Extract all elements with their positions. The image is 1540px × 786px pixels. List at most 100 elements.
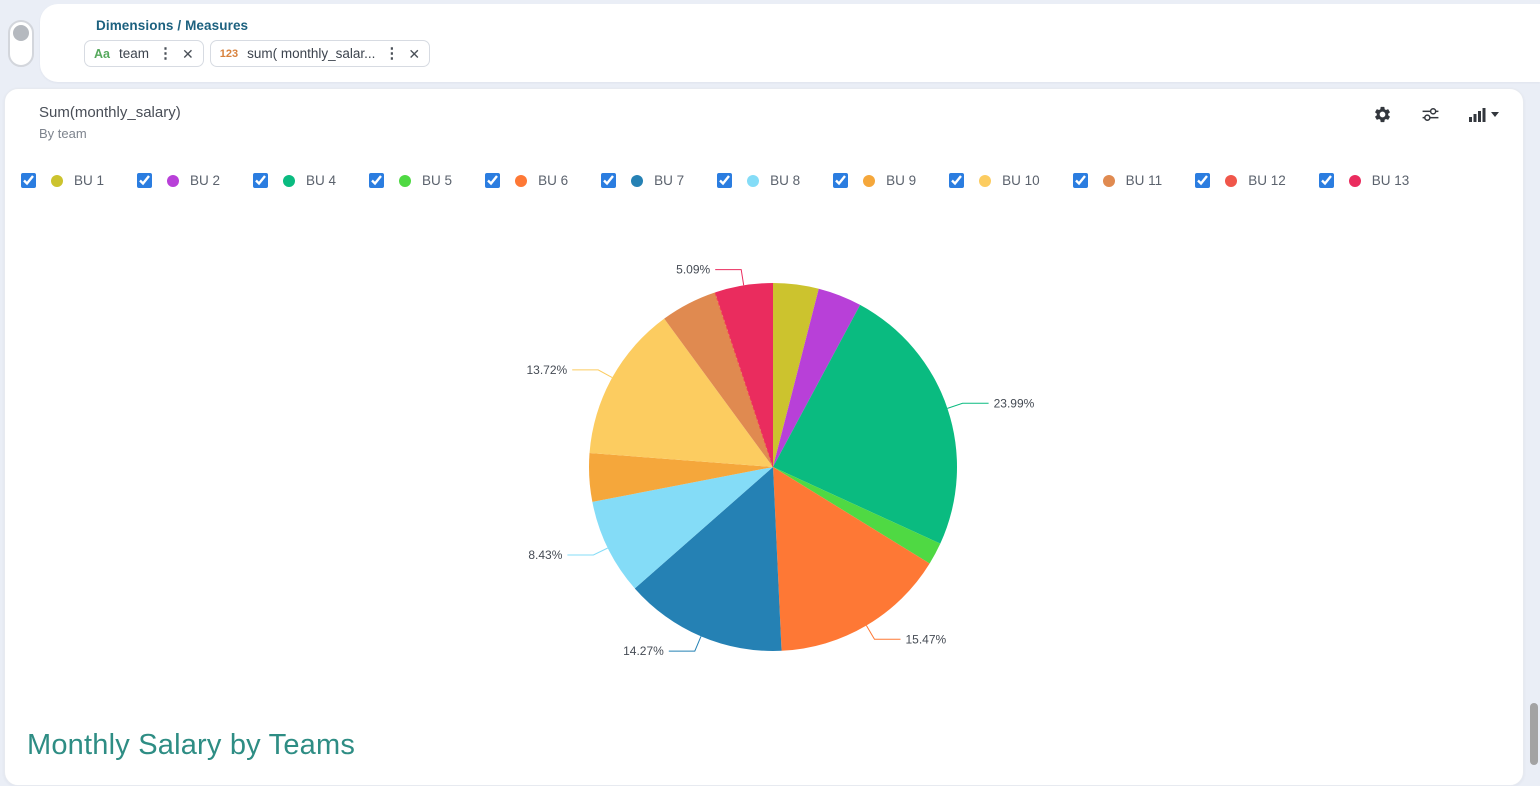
text-type-icon: Aa bbox=[94, 46, 110, 61]
pie-slice-bu-7[interactable] bbox=[634, 467, 782, 651]
field-chips-row: Aa team ⋮ ✕ 123 sum( monthly_salar... ⋮ … bbox=[84, 40, 431, 67]
legend-label: BU 2 bbox=[190, 173, 221, 188]
pie-slice-bu-1[interactable] bbox=[773, 283, 819, 467]
legend-color-dot bbox=[399, 174, 412, 187]
bar-chart-icon bbox=[1469, 107, 1486, 122]
chart-card: Sum(monthly_salary) By team BU 1 BU 2 BU 4… bbox=[4, 88, 1524, 786]
pie-slice-bu-13[interactable] bbox=[715, 283, 773, 467]
legend-color-dot bbox=[747, 174, 760, 187]
measure-chip-label: sum( monthly_salar... bbox=[247, 46, 376, 61]
pie-percent-label-bu-4: 23.99% bbox=[994, 396, 1035, 410]
dimensions-measures-panel: Dimensions / Measures Aa team ⋮ ✕ 123 su… bbox=[40, 4, 1540, 82]
legend-checkbox-bu-7[interactable] bbox=[601, 173, 617, 188]
measure-chip-sum-monthly-salary[interactable]: 123 sum( monthly_salar... ⋮ ✕ bbox=[209, 40, 431, 67]
legend-label: BU 7 bbox=[654, 173, 685, 188]
legend-label: BU 4 bbox=[306, 173, 337, 188]
pie-slice-bu-2[interactable] bbox=[773, 288, 861, 467]
legend-checkbox-bu-9[interactable] bbox=[833, 173, 849, 188]
pie-label-line-bu-8 bbox=[567, 547, 609, 556]
legend-checkbox-bu-10[interactable] bbox=[949, 173, 965, 188]
pie-slice-bu-5[interactable] bbox=[773, 467, 941, 564]
settings-gear-icon[interactable] bbox=[1373, 105, 1392, 124]
chart-title: Sum(monthly_salary) bbox=[39, 104, 181, 121]
legend-item-bu-2[interactable]: BU 2 bbox=[137, 173, 220, 188]
legend-checkbox-bu-1[interactable] bbox=[21, 173, 36, 188]
legend-color-dot bbox=[863, 174, 876, 187]
pie-percent-label-bu-13: 5.09% bbox=[676, 263, 710, 277]
legend-checkbox-bu-5[interactable] bbox=[369, 173, 385, 188]
pie-label-line-bu-4 bbox=[947, 402, 989, 409]
chart-subtitle: By team bbox=[39, 126, 87, 141]
legend-checkbox-bu-4[interactable] bbox=[253, 173, 269, 188]
page-scrollbar[interactable] bbox=[1529, 0, 1540, 774]
legend-item-bu-4[interactable]: BU 4 bbox=[253, 173, 336, 188]
legend-color-dot bbox=[979, 174, 992, 187]
pie-slice-bu-12[interactable] bbox=[714, 291, 774, 468]
legend-color-dot bbox=[515, 174, 528, 187]
chart-toolbar bbox=[1373, 105, 1499, 124]
legend-item-bu-1[interactable]: BU 1 bbox=[21, 173, 104, 188]
legend-label: BU 13 bbox=[1371, 173, 1410, 188]
legend-label: BU 9 bbox=[886, 173, 917, 188]
dashboard-card-title: Monthly Salary by Teams bbox=[27, 729, 356, 761]
scrollbar-thumb[interactable] bbox=[1530, 703, 1538, 765]
chevron-down-icon bbox=[1491, 112, 1499, 117]
pie-percent-label-bu-6: 15.47% bbox=[906, 632, 947, 646]
dimension-chip-team[interactable]: Aa team ⋮ ✕ bbox=[84, 40, 204, 67]
pie-slice-bu-11[interactable] bbox=[664, 292, 773, 467]
legend-label: BU 8 bbox=[770, 173, 801, 188]
legend-checkbox-bu-2[interactable] bbox=[137, 173, 153, 188]
legend-checkbox-bu-8[interactable] bbox=[717, 173, 733, 188]
panel-collapse-toggle[interactable] bbox=[8, 20, 34, 67]
chip-remove-icon[interactable]: ✕ bbox=[182, 45, 194, 62]
legend-label: BU 10 bbox=[1002, 173, 1040, 188]
chip-remove-icon[interactable]: ✕ bbox=[408, 45, 421, 62]
dimension-chip-label: team bbox=[118, 46, 149, 61]
pie-slice-bu-10[interactable] bbox=[589, 318, 773, 467]
legend-color-dot bbox=[1348, 174, 1361, 187]
pie-slice-bu-8[interactable] bbox=[592, 467, 773, 589]
legend-label: BU 5 bbox=[422, 173, 453, 188]
legend-checkbox-bu-11[interactable] bbox=[1072, 173, 1088, 188]
pie-slice-bu-9[interactable] bbox=[588, 453, 773, 502]
legend-label: BU 1 bbox=[74, 173, 105, 188]
legend-color-dot bbox=[167, 174, 180, 187]
pie-label-line-bu-7 bbox=[668, 636, 702, 652]
legend-color-dot bbox=[51, 174, 63, 187]
legend-item-bu-11[interactable]: BU 11 bbox=[1072, 173, 1163, 188]
legend-item-bu-7[interactable]: BU 7 bbox=[601, 173, 684, 188]
legend-checkbox-bu-6[interactable] bbox=[485, 173, 501, 188]
pie-slice-bu-6[interactable] bbox=[773, 467, 930, 651]
pie-svg: 23.99% 15.47% 14.27% 8.43% 13.72% 5.09% bbox=[526, 263, 1035, 658]
number-type-icon: 123 bbox=[219, 47, 239, 60]
chip-menu-icon[interactable]: ⋮ bbox=[158, 45, 173, 62]
legend-checkbox-bu-12[interactable] bbox=[1195, 173, 1211, 188]
pie-chart-area: 23.99% 15.47% 14.27% 8.43% 13.72% 5.09% bbox=[441, 231, 1121, 681]
legend-color-dot bbox=[631, 174, 644, 187]
legend-item-bu-6[interactable]: BU 6 bbox=[485, 173, 568, 188]
filter-sliders-icon[interactable] bbox=[1421, 105, 1440, 124]
pie-label-line-bu-13 bbox=[715, 269, 745, 286]
chip-menu-icon[interactable]: ⋮ bbox=[384, 45, 400, 62]
legend-item-bu-12[interactable]: BU 12 bbox=[1195, 173, 1286, 188]
pie-percent-label-bu-10: 13.72% bbox=[526, 363, 567, 377]
legend-label: BU 12 bbox=[1248, 173, 1286, 188]
legend-label: BU 11 bbox=[1125, 173, 1163, 188]
legend-item-bu-8[interactable]: BU 8 bbox=[717, 173, 800, 188]
legend-color-dot bbox=[1225, 174, 1238, 187]
legend-item-bu-9[interactable]: BU 9 bbox=[833, 173, 916, 188]
chart-type-selector[interactable] bbox=[1469, 107, 1499, 123]
pie-percent-label-bu-7: 14.27% bbox=[623, 644, 664, 658]
toggle-knob-icon bbox=[13, 25, 29, 41]
legend-item-bu-5[interactable]: BU 5 bbox=[369, 173, 452, 188]
legend-item-bu-10[interactable]: BU 10 bbox=[949, 173, 1040, 188]
pie-label-line-bu-10 bbox=[572, 369, 613, 379]
pie-slice-bu-4[interactable] bbox=[773, 304, 958, 544]
legend-color-dot bbox=[1102, 174, 1115, 187]
pie-label-line-bu-6 bbox=[865, 625, 901, 640]
chart-legend: BU 1 BU 2 BU 4 BU 5 BU 6 BU 7 BU 8 BU 9 BU 10 BU … bbox=[21, 173, 1517, 188]
legend-checkbox-bu-13[interactable] bbox=[1318, 173, 1334, 188]
legend-item-bu-13[interactable]: BU 13 bbox=[1318, 173, 1410, 188]
pie-percent-label-bu-8: 8.43% bbox=[528, 548, 562, 562]
panel-title: Dimensions / Measures bbox=[96, 18, 249, 33]
